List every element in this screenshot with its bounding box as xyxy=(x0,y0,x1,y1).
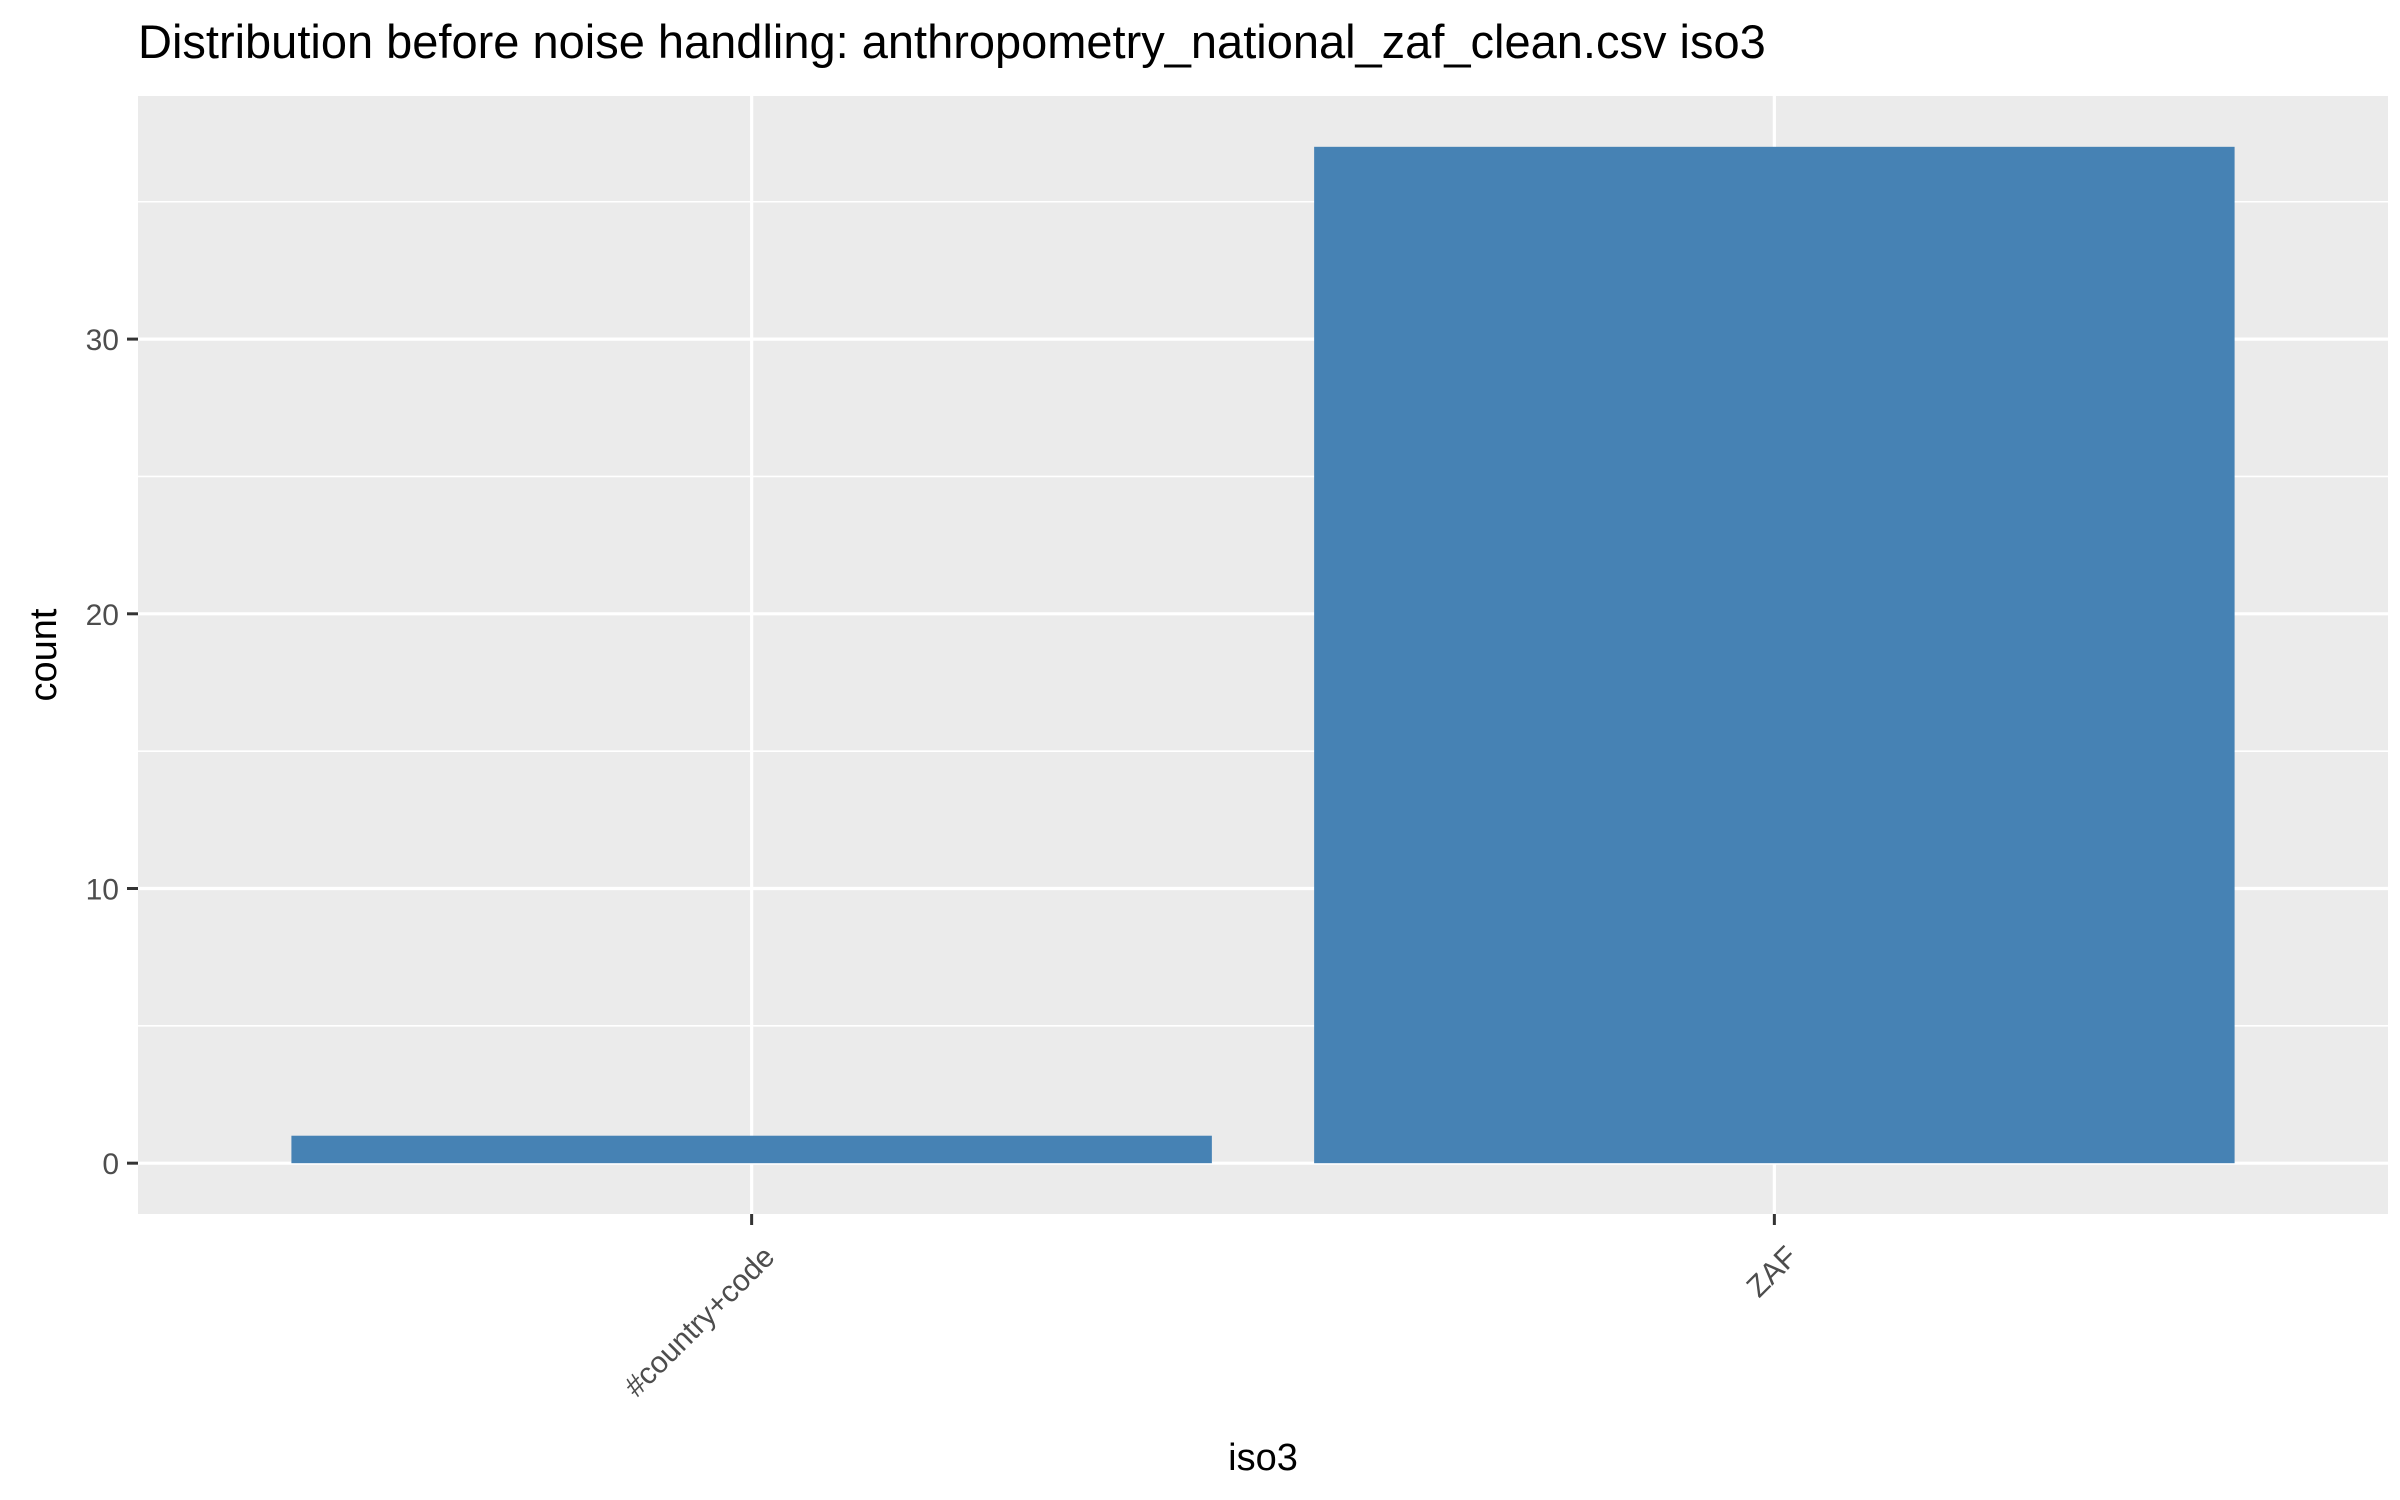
bars xyxy=(291,146,2235,1164)
bar xyxy=(1314,146,2235,1164)
x-tick-label: #country+code xyxy=(618,1240,781,1403)
y-tick-label: 0 xyxy=(102,1148,119,1181)
chart-title: Distribution before noise handling: anth… xyxy=(138,15,1766,68)
x-tick-label: ZAF xyxy=(1741,1240,1804,1303)
y-axis: 0 10 20 30 xyxy=(86,324,138,1181)
x-axis: #country+code ZAF xyxy=(618,1214,1804,1403)
y-tick-label: 20 xyxy=(86,599,119,632)
y-tick-label: 10 xyxy=(86,873,119,906)
y-axis-title: count xyxy=(23,608,65,701)
bar xyxy=(291,1135,1212,1164)
x-axis-title: iso3 xyxy=(1228,1437,1298,1479)
y-tick-label: 30 xyxy=(86,324,119,357)
